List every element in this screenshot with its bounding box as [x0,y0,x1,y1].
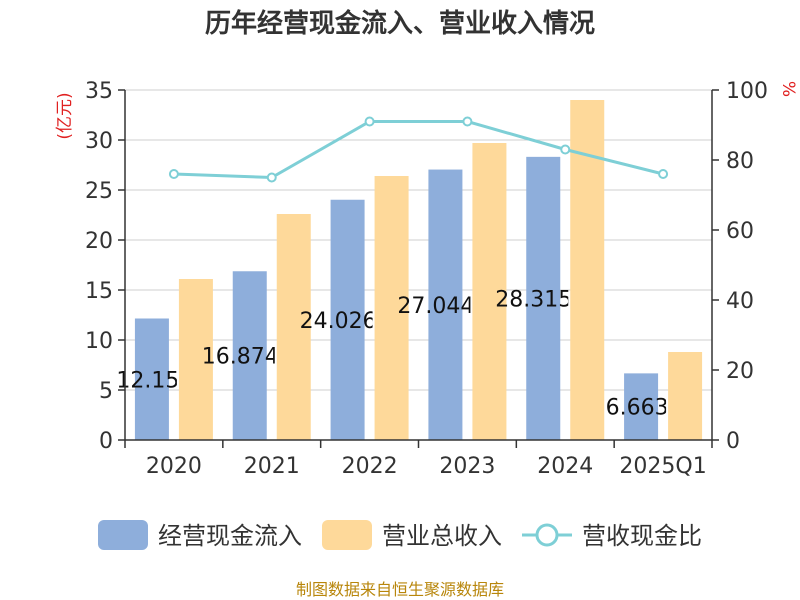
legend-swatch-marker [535,523,559,547]
x-tick-label: 2024 [537,454,593,479]
bar-value-label: 28.315 [495,287,572,312]
left-tick-label: 15 [85,279,113,304]
x-tick-label: 2022 [342,454,398,479]
left-axis-unit: (亿元) [55,92,75,139]
bar-value-label: 27.044 [397,294,474,319]
right-tick-label: 40 [726,289,754,314]
bar-value-label: 6.663 [606,396,669,421]
bar-营业总收入 [472,143,507,440]
line-point [266,172,277,183]
x-tick-label: 2020 [146,454,202,479]
line-point [462,116,473,127]
line-point [168,169,179,179]
x-tick-label: 2025Q1 [619,454,706,479]
line-point [658,169,669,179]
left-tick-label: 10 [85,329,113,354]
right-tick-label: 100 [726,79,768,104]
bar-value-label: 12.15 [116,368,179,393]
ratio-line [168,116,669,183]
bar-营业总收入 [374,176,409,440]
left-tick-label: 35 [85,79,113,104]
legend-label: 营收现金比 [582,522,702,550]
bar-营业总收入 [178,279,213,440]
right-tick-label: 80 [726,149,754,174]
bars [134,100,703,440]
line-point [560,144,571,155]
bar-营业总收入 [276,214,311,440]
axes: 0 5 10 15 20 25 30 35 0 20 40 60 80 100 2020 2021 2022 20… [85,79,768,479]
chart-title: 历年经营现金流入、营业收入情况 [205,8,595,39]
line-point [364,116,375,127]
left-tick-label: 5 [99,379,113,404]
legend-swatch-营业总收入 [322,520,372,550]
left-tick-label: 25 [85,179,113,204]
x-tick-label: 2023 [439,454,495,479]
right-axis-unit: % [778,81,798,97]
gridlines [125,89,712,391]
left-tick-label: 20 [85,229,113,254]
right-tick-label: 0 [726,429,740,454]
bar-经营现金流入 [428,169,463,440]
bar-营业总收入 [668,352,703,440]
left-tick-label: 30 [85,129,113,154]
bar-value-label: 24.026 [300,309,377,334]
legend-label: 营业总收入 [382,522,502,550]
legend: 经营现金流入 营业总收入 营收现金比 [98,520,702,550]
bar-value-label: 16.874 [202,345,279,370]
bar-经营现金流入 [624,373,659,440]
data-labels: 12.15 16.874 24.026 27.044 28.315 6.663 [116,287,669,421]
left-tick-label: 0 [99,429,113,454]
legend-swatch-经营现金流入 [98,520,148,550]
bar-经营现金流入 [526,156,561,440]
bar-经营现金流入 [232,271,267,440]
line-营收现金比 [173,120,664,180]
bar-经营现金流入 [330,199,365,440]
x-tick-label: 2021 [244,454,300,479]
bar-经营现金流入 [134,318,169,440]
data-source: 制图数据来自恒生聚源数据库 [296,580,504,599]
right-tick-label: 20 [726,359,754,384]
right-tick-label: 60 [726,219,754,244]
legend-label: 经营现金流入 [158,522,302,550]
